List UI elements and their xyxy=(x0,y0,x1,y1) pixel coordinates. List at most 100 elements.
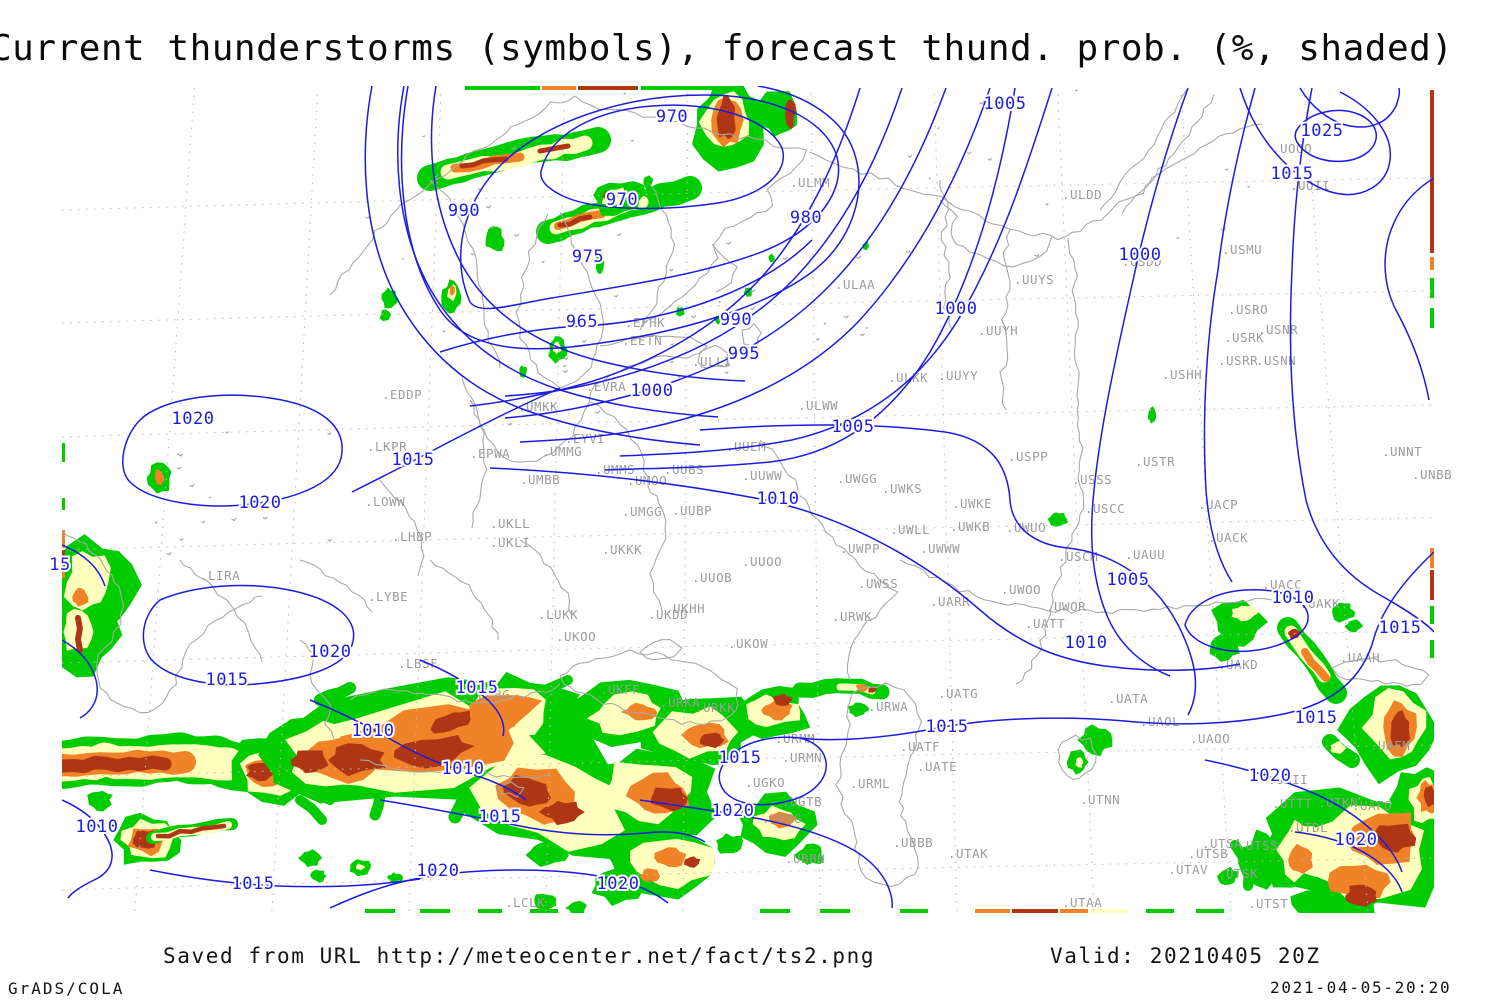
station-label: .LUKK xyxy=(538,607,578,622)
isobar-line xyxy=(430,86,746,382)
coastline xyxy=(469,399,488,529)
coastline xyxy=(639,639,683,661)
isobar-value-label: 970 xyxy=(606,190,638,210)
coastline xyxy=(461,334,708,463)
prob-shade-band xyxy=(540,675,573,695)
isobar-line xyxy=(489,467,1241,671)
island-mark xyxy=(724,371,729,375)
isobar-value-label: 965 xyxy=(566,312,598,332)
coastline xyxy=(835,682,923,887)
island-mark xyxy=(726,241,732,245)
island-mark xyxy=(327,538,333,542)
isobar-value-label: 975 xyxy=(572,247,604,267)
station-label: .UATA xyxy=(1108,691,1148,706)
island-mark xyxy=(670,360,674,364)
isobar-line xyxy=(62,799,113,899)
isobar-line xyxy=(329,869,669,909)
island-mark xyxy=(928,177,931,180)
prob-shade-area xyxy=(699,732,725,749)
station-label: .UWKB xyxy=(950,519,990,534)
coastline xyxy=(1067,237,1085,509)
latitude-gridline xyxy=(62,404,1434,438)
coastline xyxy=(1099,87,1189,211)
isobar-value-label: 15 xyxy=(49,555,70,575)
station-label: .USHH xyxy=(1162,367,1202,382)
station-label: .UAOO xyxy=(1190,731,1230,746)
station-label: .UKFF xyxy=(600,682,640,697)
station-label: .UKOW xyxy=(728,636,768,651)
isobar-value-label: 990 xyxy=(720,310,752,330)
station-label: .UKHH xyxy=(665,601,705,616)
isobar-value-label: 1020 xyxy=(417,861,460,881)
island-mark xyxy=(987,157,993,161)
island-mark xyxy=(613,294,619,298)
station-label: .UTSS xyxy=(1238,838,1278,853)
coastline xyxy=(1015,507,1085,685)
prob-shade-area xyxy=(716,833,743,854)
station-label: .UUBS xyxy=(664,462,704,477)
isobar-layer xyxy=(62,86,1434,909)
prob-shade-area xyxy=(1345,884,1377,907)
station-label: .UUOB xyxy=(692,570,732,585)
map-title: Current thunderstorms (symbols), forecas… xyxy=(0,28,1454,69)
isobar-value-label: 1020 xyxy=(712,801,755,821)
prob-shade-area xyxy=(847,702,870,718)
isobar-line xyxy=(1239,87,1391,196)
island-mark xyxy=(154,521,158,524)
island-mark xyxy=(581,339,587,343)
isobar-line xyxy=(1184,589,1309,652)
island-mark xyxy=(166,551,172,556)
prob-shade-band xyxy=(295,795,327,825)
station-label: .UMBB xyxy=(520,472,560,487)
isobar-line xyxy=(540,104,785,210)
isobar-line xyxy=(699,424,1197,716)
prob-shade-area xyxy=(379,309,391,322)
island-mark xyxy=(1247,185,1251,188)
prob-shade-area xyxy=(1374,823,1417,853)
prob-shade-area xyxy=(1147,406,1157,424)
coastline xyxy=(429,179,501,369)
island-mark xyxy=(1045,202,1049,206)
island-mark xyxy=(907,154,913,158)
island-mark xyxy=(365,215,371,219)
isobar-value-label: 1010 xyxy=(757,489,800,509)
station-label: .UAII xyxy=(1268,772,1308,787)
coastline xyxy=(1057,734,1097,781)
isobar-line xyxy=(504,87,903,397)
station-label: .URWK xyxy=(832,609,872,624)
island-mark xyxy=(562,369,568,373)
station-label: .USSS xyxy=(1072,472,1112,487)
prob-shade-area xyxy=(1288,843,1313,874)
prob-shade-area xyxy=(485,226,505,252)
island-mark xyxy=(594,410,601,414)
isobar-value-label: 1010 xyxy=(76,817,119,837)
island-mark xyxy=(855,255,862,260)
coastline xyxy=(939,180,953,331)
station-label: .EFHK xyxy=(625,315,665,330)
prob-shade-area xyxy=(768,253,775,263)
island-mark xyxy=(507,422,513,426)
island-mark xyxy=(511,146,517,150)
prob-shade-area xyxy=(785,99,796,130)
station-label: .UAFM xyxy=(1370,738,1410,753)
isobar-line xyxy=(619,87,1053,457)
isobar-value-label: 1000 xyxy=(631,381,674,401)
station-label: .URKA xyxy=(660,695,700,710)
station-label: .UTAK xyxy=(948,846,988,861)
station-label: .LBBG xyxy=(470,687,510,702)
station-label: .UWKS xyxy=(882,481,922,496)
station-label: .UKDD xyxy=(648,607,688,622)
latitude-gridline xyxy=(62,290,1434,324)
station-label: .UUWW xyxy=(742,468,782,483)
isobar-value-label: 1020 xyxy=(309,642,352,662)
isobar-line xyxy=(1090,87,1189,677)
station-label: .UBBN xyxy=(785,851,825,866)
station-label: .ULAA xyxy=(835,277,875,292)
station-label: .UNNT xyxy=(1382,444,1422,459)
isobar-line xyxy=(1299,87,1401,128)
coastline xyxy=(62,529,263,714)
prob-shade-area xyxy=(1209,634,1240,662)
isobar-line xyxy=(351,387,561,493)
station-label: .UAOL xyxy=(1140,714,1180,729)
station-label: .EDDP xyxy=(382,387,422,402)
